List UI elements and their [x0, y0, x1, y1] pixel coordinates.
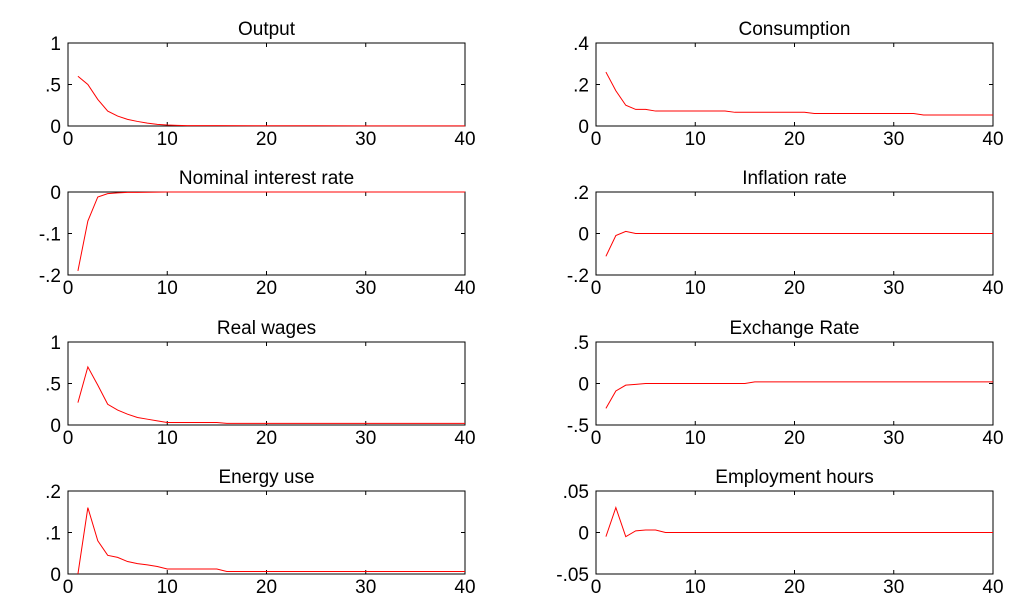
y-tick-label: .5 — [45, 375, 61, 396]
y-tick-label: .4 — [573, 34, 589, 55]
y-tick-label: .5 — [45, 76, 61, 97]
x-tick-label: 10 — [685, 577, 706, 598]
subplot-1: 0 10 20 30 40 0 .5 1 Output — [45, 19, 475, 150]
x-tick-label: 0 — [591, 278, 602, 299]
y-tick-label: 0 — [50, 565, 61, 586]
subplot-title: Consumption — [739, 19, 851, 40]
x-tick-label: 30 — [355, 577, 376, 598]
y-tick-label: -.5 — [567, 416, 589, 437]
x-tick-label: 20 — [256, 129, 277, 150]
x-tick-label: 40 — [982, 428, 1003, 449]
x-tick-label: 0 — [63, 428, 74, 449]
series-line — [605, 506, 993, 538]
x-tick-label: 20 — [256, 278, 277, 299]
y-tick-label: 0 — [50, 416, 61, 437]
x-tick-label: 10 — [157, 129, 178, 150]
x-tick-label: 10 — [157, 577, 178, 598]
axes-box — [595, 42, 994, 127]
series-line — [77, 365, 465, 424]
y-tick-label: 0 — [578, 117, 589, 138]
x-tick-label: 30 — [883, 577, 904, 598]
y-tick-label: 0 — [50, 183, 61, 204]
x-tick-label: 20 — [256, 577, 277, 598]
y-tick-label: .2 — [573, 76, 589, 97]
subplot-title: Energy use — [218, 467, 314, 488]
x-tick-label: 20 — [784, 278, 805, 299]
y-tick-label: .5 — [573, 333, 589, 354]
x-tick-label: 0 — [63, 577, 74, 598]
x-tick-label: 30 — [355, 428, 376, 449]
x-tick-label: 30 — [883, 278, 904, 299]
axes-box — [67, 191, 466, 276]
y-tick-label: -.1 — [39, 225, 61, 246]
x-tick-label: 40 — [982, 577, 1003, 598]
x-tick-label: 10 — [157, 428, 178, 449]
series-line — [605, 71, 993, 116]
x-tick-label: 20 — [784, 129, 805, 150]
x-tick-label: 40 — [454, 428, 475, 449]
subplot-7: 0 10 20 30 40 0 .1 .2 Energy use — [45, 467, 475, 598]
y-tick-label: 1 — [50, 34, 61, 55]
x-tick-label: 0 — [63, 278, 74, 299]
x-tick-label: 30 — [883, 428, 904, 449]
y-tick-label: -.2 — [567, 266, 589, 287]
y-tick-label: -.2 — [39, 266, 61, 287]
y-tick-label: .1 — [45, 524, 61, 545]
x-tick-label: 10 — [157, 278, 178, 299]
subplot-title: Inflation rate — [742, 168, 847, 189]
x-tick-label: 40 — [454, 278, 475, 299]
y-tick-label: .2 — [45, 482, 61, 503]
y-tick-label: 0 — [50, 117, 61, 138]
x-tick-label: 0 — [63, 129, 74, 150]
axes-box — [67, 341, 466, 426]
x-tick-label: 10 — [685, 278, 706, 299]
x-tick-label: 30 — [355, 129, 376, 150]
x-tick-label: 30 — [883, 129, 904, 150]
subplot-title: Nominal interest rate — [179, 168, 354, 189]
subplot-title: Employment hours — [715, 467, 873, 488]
x-tick-label: 20 — [784, 428, 805, 449]
x-tick-label: 40 — [454, 577, 475, 598]
y-tick-label: -.05 — [556, 565, 589, 586]
x-tick-label: 40 — [982, 129, 1003, 150]
x-tick-label: 30 — [355, 278, 376, 299]
y-tick-label: 0 — [578, 524, 589, 545]
y-tick-label: 0 — [578, 375, 589, 396]
subplot-title: Real wages — [217, 318, 316, 339]
x-tick-label: 40 — [982, 278, 1003, 299]
series-line — [605, 381, 993, 409]
y-tick-label: .05 — [563, 482, 589, 503]
x-tick-label: 20 — [784, 577, 805, 598]
series-line — [77, 75, 465, 127]
x-tick-label: 20 — [256, 428, 277, 449]
subplot-3: 0 10 20 30 40 -.2 -.1 0 Nominal interest rate — [39, 168, 476, 299]
x-tick-label: 10 — [685, 428, 706, 449]
x-tick-label: 0 — [591, 577, 602, 598]
y-tick-label: .2 — [573, 183, 589, 204]
x-tick-label: 0 — [591, 428, 602, 449]
subplot-title: Exchange Rate — [730, 318, 860, 339]
axes-box — [67, 42, 466, 127]
y-tick-label: 0 — [578, 225, 589, 246]
x-tick-label: 10 — [685, 129, 706, 150]
y-tick-label: 1 — [50, 333, 61, 354]
subplot-title: Output — [238, 19, 296, 40]
x-tick-label: 0 — [591, 129, 602, 150]
subplot-2: 0 10 20 30 40 0 .2 .4 Consumption — [573, 19, 1003, 150]
series-line — [77, 191, 465, 271]
series-line — [605, 230, 993, 257]
subplot-5: 0 10 20 30 40 0 .5 1 Real wages — [45, 318, 475, 449]
x-tick-label: 40 — [454, 129, 475, 150]
series-line — [77, 507, 465, 575]
